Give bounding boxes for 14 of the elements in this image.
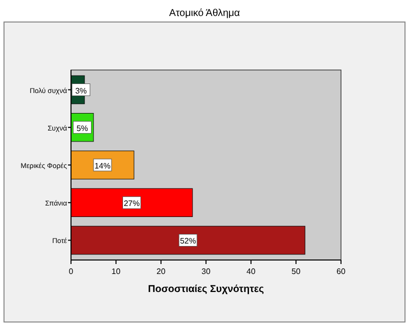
x-tick-label: 40 [246,267,256,276]
data-label: 5% [76,124,88,133]
x-tick-label: 60 [336,267,346,276]
data-label: 3% [75,86,87,96]
chart-title: Ατομικό Άθλημα [169,8,240,19]
x-tick-label: 0 [68,267,74,276]
data-label: 27% [124,199,140,208]
data-label: 52% [180,236,196,246]
x-axis-title: Ποσοστιαίες Συχνότητες [148,284,264,295]
x-tick-label: 20 [156,267,166,276]
data-label: 14% [94,162,111,170]
x-tick-label: 30 [202,267,211,276]
x-tick-label: 50 [292,267,301,276]
x-tick-label: 10 [112,267,121,276]
